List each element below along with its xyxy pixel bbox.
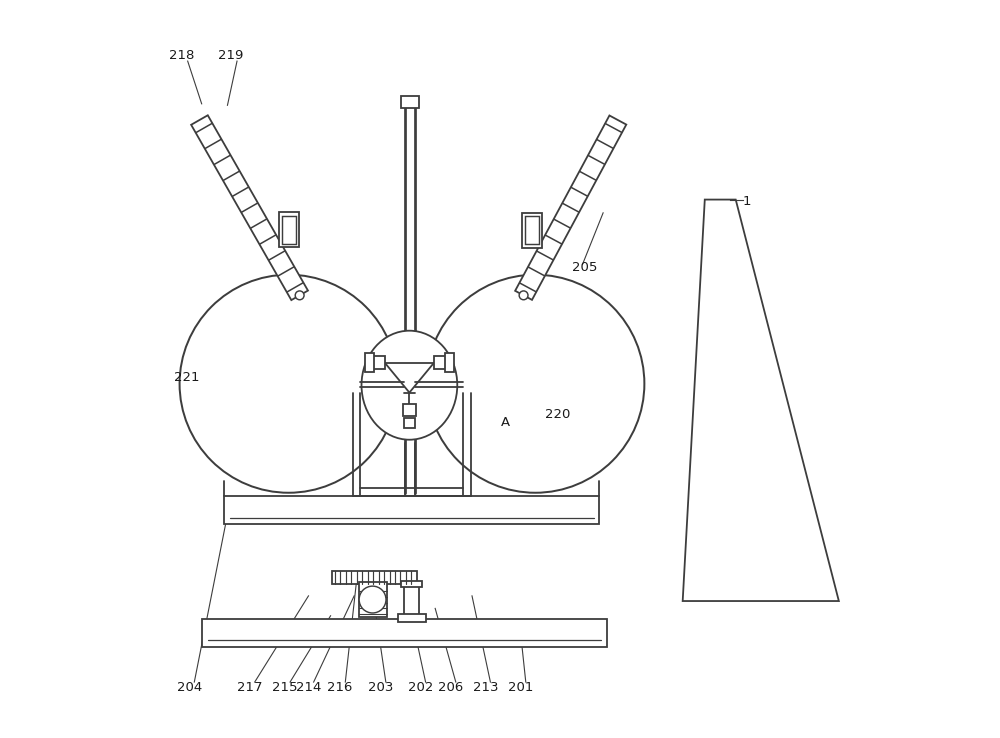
Text: 202: 202: [408, 680, 433, 694]
Ellipse shape: [362, 331, 457, 440]
Circle shape: [519, 291, 528, 300]
Circle shape: [180, 275, 398, 493]
Text: 215: 215: [272, 680, 298, 694]
Bar: [404, 582, 419, 617]
Text: 201: 201: [508, 680, 533, 694]
Bar: [401, 581, 422, 587]
Bar: [365, 353, 374, 372]
Text: 219: 219: [218, 49, 244, 63]
Polygon shape: [191, 115, 308, 300]
Bar: [445, 353, 454, 372]
Text: 218: 218: [169, 49, 194, 63]
Text: 205: 205: [572, 261, 597, 274]
Bar: [224, 496, 599, 524]
Bar: [522, 213, 542, 248]
Bar: [359, 582, 387, 617]
Bar: [282, 215, 296, 244]
Text: 1: 1: [743, 195, 751, 207]
Text: A: A: [501, 415, 510, 429]
Bar: [332, 570, 417, 584]
Text: 216: 216: [327, 680, 353, 694]
Text: 217: 217: [237, 680, 262, 694]
Text: 221: 221: [174, 371, 200, 384]
Text: 203: 203: [368, 680, 393, 694]
Bar: [202, 619, 607, 647]
Bar: [525, 216, 539, 244]
Text: 204: 204: [177, 680, 202, 694]
Text: 220: 220: [545, 408, 570, 421]
Circle shape: [295, 291, 304, 300]
Circle shape: [426, 275, 644, 493]
Bar: [403, 404, 416, 416]
Polygon shape: [515, 115, 626, 300]
Bar: [398, 613, 426, 622]
Text: 214: 214: [296, 680, 321, 694]
Bar: [401, 96, 419, 108]
Text: 206: 206: [438, 680, 463, 694]
Text: 213: 213: [473, 680, 498, 694]
Bar: [279, 212, 299, 247]
Bar: [434, 356, 448, 369]
Circle shape: [359, 586, 386, 613]
Bar: [404, 418, 415, 428]
Bar: [370, 356, 385, 369]
